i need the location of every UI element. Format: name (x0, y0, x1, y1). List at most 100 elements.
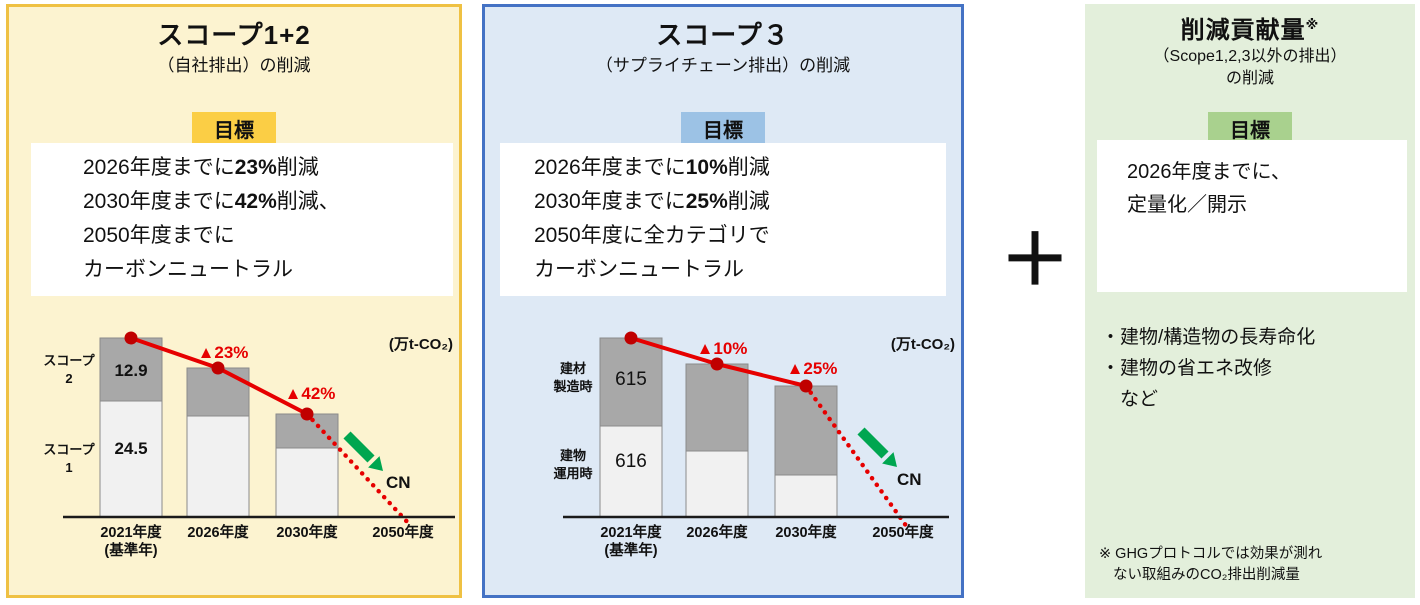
goal-text: 削減 (727, 156, 770, 179)
goal-bold-percent: 10% (685, 156, 728, 179)
goal-line-3: 2050年度に全カテゴリで (534, 224, 770, 247)
scope3-goal-box: 2026年度までに10%削減 2030年度までに25%削減 2050年度に全カテ… (500, 143, 946, 296)
trend-marker-2026 (710, 357, 724, 371)
scope3-title: スコープ３ (656, 20, 790, 50)
goal-line-1: 2026年度までに10%削減 (534, 151, 946, 185)
bar-2021-scope1-segment (99, 400, 163, 518)
goal-bold-percent: 25% (685, 190, 728, 213)
series-bottom-label-line2: 1 (65, 460, 72, 475)
trend-marker-2021 (624, 331, 638, 345)
bar-2021-operation-segment (599, 425, 663, 518)
goal-line-3: 2050年度までに (83, 224, 235, 247)
x-tick-2021-base: (基準年) (604, 541, 657, 559)
footnote-line1: ※ GHGプロトコルでは効果が測れ (1099, 546, 1323, 562)
series-top-label-line1: スコープ (43, 353, 95, 368)
contribution-goal-badge: 目標 (1208, 112, 1292, 145)
bar-2026-scope2-segment (186, 367, 250, 417)
scope3-chart: (万t-CO₂) 615 616 建材 製造時 建物 運用時 ▲10% ▲25% (552, 331, 955, 559)
trend-marker-2026 (211, 361, 225, 375)
trend-marker-2021 (124, 331, 138, 345)
cn-label: CN (386, 473, 411, 492)
contribution-panel: 削減貢献量※ （Scope1,2,3以外の排出） の削減 目標 2026年度まで… (1085, 4, 1415, 598)
bullet-item: など (1101, 389, 1159, 410)
series-bottom-label-line1: スコープ (43, 442, 95, 457)
goal-line-4: カーボンニュートラル (534, 258, 744, 281)
contribution-title: 削減貢献量※ (1085, 10, 1415, 45)
goal-text: 削減 (276, 156, 319, 179)
series-top-label-line2: 2 (65, 371, 72, 386)
scope1-value-label: 24.5 (114, 439, 147, 458)
goal-line-4: カーボンニュートラル (83, 258, 293, 281)
scope12-goal-badge: 目標 (192, 112, 276, 145)
operation-value-label: 616 (615, 451, 647, 472)
series-top-label-line1: 建材 (560, 361, 586, 376)
footnote-line2: ない取組みのCO₂排出削減量 (1113, 567, 1300, 583)
series-bottom-label-line1: 建物 (560, 448, 586, 463)
goal-bold-percent: 42% (234, 190, 277, 213)
contribution-subtitle-line1: （Scope1,2,3以外の排出） (1153, 48, 1347, 65)
goal-text: 削減、 (276, 190, 340, 213)
goal-text: 2026年度までに (83, 156, 235, 179)
x-tick-2026: 2026年度 (187, 523, 249, 541)
bar-2030-operation-segment (774, 474, 838, 518)
bar-2026-operation-segment (685, 450, 749, 518)
ghg-footnote: ※ GHGプロトコルでは効果が測れ ない取組みのCO₂排出削減量 (1099, 544, 1411, 586)
pct-label-2030: ▲42% (285, 384, 336, 403)
x-tick-2026: 2026年度 (686, 523, 748, 541)
goal-text: 2026年度までに (534, 156, 686, 179)
bullet-item: ・建物の省エネ改修 (1101, 358, 1273, 379)
materials-value-label: 615 (615, 369, 647, 390)
bullet-item: ・建物/構造物の長寿命化 (1101, 327, 1316, 348)
goal-text: 削減 (727, 190, 770, 213)
contribution-subtitle-line2: の削減 (1225, 70, 1274, 87)
contribution-title-text: 削減貢献量 (1180, 17, 1306, 44)
cn-arrow-head (882, 452, 897, 467)
x-tick-2021-base: (基準年) (104, 541, 157, 559)
scope12-goal-box: 2026年度までに23%削減 2030年度までに42%削減、 2050年度までに… (31, 143, 453, 296)
plus-sign: ＋ (1000, 221, 1070, 299)
goal-line-2: 2030年度までに25%削減 (534, 185, 946, 219)
trend-marker-2030 (300, 407, 314, 421)
cn-label: CN (897, 470, 922, 489)
bar-2030-materials-segment (774, 385, 838, 476)
scope2-value-label: 12.9 (114, 361, 147, 380)
bar-2030-scope1-segment (275, 447, 339, 518)
goal-line-2: 定量化／開示 (1127, 194, 1247, 216)
scope3-subtitle: （サプライチェーン排出）の削減 (595, 56, 851, 75)
x-tick-2050: 2050年度 (872, 523, 934, 541)
x-tick-2030: 2030年度 (775, 523, 837, 541)
scope3-panel: スコープ３ （サプライチェーン排出）の削減 目標 2026年度までに10%削減 … (482, 4, 964, 598)
cn-arrow-shaft (857, 427, 889, 459)
scope12-subtitle: （自社排出）の削減 (157, 56, 311, 75)
goal-text: 2030年度までに (83, 190, 235, 213)
series-top-label-line2: 製造時 (552, 379, 592, 394)
cn-arrow-head (368, 456, 383, 471)
bar-2021-materials-segment (599, 337, 663, 427)
bar-2026-materials-segment (685, 363, 749, 452)
goal-line-1: 2026年度までに、 (1127, 161, 1291, 183)
scope12-title: スコープ1+2 (157, 20, 311, 50)
pct-label-2030: ▲25% (787, 359, 838, 378)
goal-bold-percent: 23% (234, 156, 277, 179)
goal-line-1: 2026年度までに23%削減 (83, 151, 453, 185)
x-tick-2021: 2021年度 (600, 523, 662, 541)
trend-dotted-projection (803, 383, 910, 530)
x-tick-2021: 2021年度 (100, 523, 162, 541)
cn-arrow-shaft (343, 431, 375, 463)
goal-text: 2030年度までに (534, 190, 686, 213)
trend-marker-2030 (799, 379, 813, 393)
x-tick-2030: 2030年度 (276, 523, 338, 541)
contribution-bullet-list: ・建物/構造物の長寿命化 ・建物の省エネ改修 など (1101, 322, 1315, 415)
scope12-panel: スコープ1+2 （自社排出）の削減 目標 2026年度までに23%削減 2030… (6, 4, 462, 598)
unit-label: (万t-CO₂) (389, 336, 453, 353)
pct-label-2026: ▲23% (198, 343, 249, 362)
scope3-goal-badge: 目標 (681, 112, 765, 145)
scope12-chart: (万t-CO₂) 12.9 24.5 スコープ 2 スコープ 1 ▲23% ▲4… (43, 331, 455, 559)
x-tick-2050: 2050年度 (372, 523, 434, 541)
series-bottom-label-line2: 運用時 (553, 466, 592, 481)
pct-label-2026: ▲10% (697, 339, 748, 358)
unit-label: (万t-CO₂) (891, 336, 955, 353)
bar-2021-scope2-segment (99, 337, 163, 402)
bar-2026-scope1-segment (186, 415, 250, 518)
